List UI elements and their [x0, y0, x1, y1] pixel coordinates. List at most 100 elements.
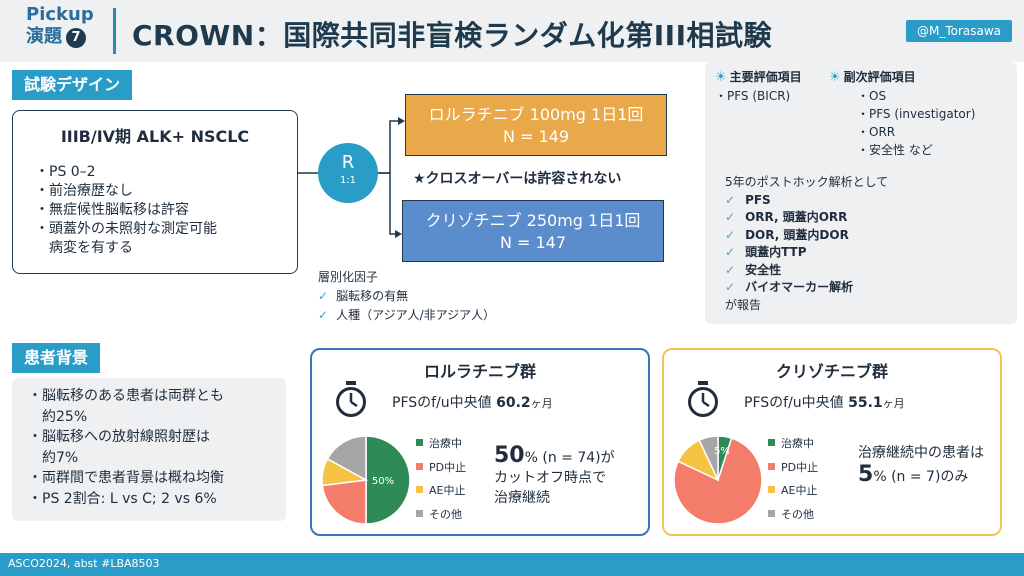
posthoc-item: ✓ DOR, 頭蓋内DOR: [725, 227, 888, 245]
continuation-line3: 治療継続: [494, 490, 550, 506]
legend-swatch: [768, 439, 775, 446]
check-icon: ✓: [725, 210, 736, 224]
check-icon: ✓: [725, 280, 736, 294]
patient-population-title: IIIB/IV期 ALK+ NSCLC: [60, 127, 250, 146]
primary-endpoint-title: 主要評価項目: [729, 70, 802, 84]
pie-data-label: 5%: [714, 446, 730, 457]
lorlatinib-status-pie: 50%: [321, 435, 411, 525]
footer-citation: ASCO2024, abst #LBA8503: [8, 557, 160, 570]
pickup-sub-label: 演題: [26, 26, 62, 47]
lorlatinib-pfs-followup: PFSのf/u中央値 60.2ヶ月: [392, 392, 553, 412]
secondary-endpoint-title: 副次評価項目: [843, 70, 916, 84]
design-section-label: 試験デザイン: [12, 70, 133, 100]
background-item: ・脳転移のある患者は両群とも: [28, 388, 224, 404]
stratification-title: 層別化因子: [318, 270, 379, 284]
lorlatinib-result-title: ロルラチニブ群: [423, 362, 536, 381]
patient-population-box: IIIB/IV期 ALK+ NSCLC ・PS 0–2 ・前治療歴なし ・無症候…: [12, 110, 298, 274]
legend-label: PD中止: [429, 460, 467, 474]
posthoc-item-label: 安全性: [745, 262, 782, 277]
posthoc-item-label: ORR, 頭蓋内ORR: [745, 210, 848, 224]
legend-item: PD中止: [416, 456, 466, 480]
legend-item: その他: [768, 503, 818, 527]
arrow-line: [378, 120, 398, 174]
check-icon: ✓: [725, 262, 736, 277]
continuation-line1: % (n = 74)が: [524, 450, 615, 466]
posthoc-item-label: PFS: [745, 192, 771, 207]
posthoc-intro: 5年のポストホック解析として: [725, 175, 889, 189]
secondary-endpoint-item: ・ORR: [857, 125, 896, 139]
pfs-value: 60.2: [496, 395, 531, 411]
pie-slice-PD中止: [673, 437, 763, 525]
pfs-prefix: PFSのf/u中央値: [392, 395, 497, 411]
background-list: ・脳転移のある患者は両群とも 約25% ・脳転移への放射線照射歴は 約7% ・両…: [12, 378, 286, 509]
criteria-item: 病変を有する: [35, 240, 133, 256]
legend-label: その他: [429, 507, 462, 521]
pfs-value: 55.1: [848, 395, 883, 411]
secondary-endpoint: ☀ 副次評価項目 ・OS ・PFS (investigator) ・ORR ・安全…: [829, 68, 975, 159]
legend-label: その他: [781, 507, 814, 521]
legend-label: 治療中: [781, 437, 814, 450]
stopwatch-icon: [336, 381, 366, 417]
criteria-item: ・頭蓋外の未照射な測定可能: [35, 221, 217, 237]
background-item: ・両群間で患者背景は概ね均衡: [28, 470, 224, 486]
legend-item: AE中止: [768, 479, 818, 503]
posthoc-item-label: 頭蓋内TTP: [745, 245, 807, 259]
continuation-percent: 50: [494, 443, 525, 468]
legend-swatch: [416, 462, 423, 470]
lorlatinib-result-panel: ロルラチニブ群 PFSのf/u中央値 60.2ヶ月 50% 治療中 PD中止 A…: [310, 348, 650, 536]
primary-endpoint: ☀ 主要評価項目 ・PFS (BICR): [715, 68, 802, 105]
legend-swatch: [768, 486, 775, 493]
pickup-label: Pickup: [26, 4, 94, 25]
legend-swatch: [416, 509, 423, 517]
criteria-item: ・前治療歴なし: [35, 183, 133, 199]
pie-slice-その他: [326, 435, 367, 482]
secondary-endpoint-item: ・OS: [857, 89, 887, 103]
pickup-badge: Pickup 演題 7: [26, 4, 106, 48]
posthoc-item: ✓ 頭蓋内TTP: [725, 244, 888, 262]
primary-endpoint-item: ・PFS (BICR): [715, 89, 791, 103]
crizotinib-pfs-followup: PFSのf/u中央値 55.1ヶ月: [744, 392, 905, 412]
patient-background-box: ・脳転移のある患者は両群とも 約25% ・脳転移への放射線照射歴は 約7% ・両…: [12, 378, 286, 521]
continuation-percent: 5: [858, 462, 874, 487]
check-icon: ✓: [725, 227, 736, 242]
check-icon: ✓: [725, 192, 736, 207]
arrow-line: [378, 172, 395, 235]
legend-swatch: [768, 462, 775, 470]
legend-item: 治療中: [768, 432, 818, 456]
background-item: 約25%: [28, 408, 88, 425]
arrow-head: [398, 117, 405, 125]
header-bar: Pickup 演題 7 CROWN：国際共同非盲検ランダム化第III相試験 @M_…: [0, 0, 1024, 62]
crizotinib-arm-box: クリゾチニブ 250mg 1日1回 N = 147: [402, 200, 664, 262]
header-divider: [113, 8, 116, 54]
crizotinib-result-panel: クリゾチニブ群 PFSのf/u中央値 55.1ヶ月 5% 治療中 PD中止 AE…: [662, 348, 1002, 536]
secondary-endpoint-item: ・安全性 など: [857, 143, 933, 157]
endpoints-box: ☀ 主要評価項目 ・PFS (BICR) ☀ 副次評価項目 ・OS ・PFS (in…: [705, 62, 1017, 324]
lorlatinib-continuation-text: 50% (n = 74)が カットオフ時点で 治療継続: [494, 443, 615, 508]
crizotinib-pie-legend: 治療中 PD中止 AE中止 その他: [768, 432, 818, 526]
no-crossover-note: ★クロスオーバーは許容されない: [413, 171, 622, 187]
posthoc-item-label: DOR, 頭蓋内DOR: [745, 227, 849, 242]
legend-label: AE中止: [781, 484, 818, 497]
legend-swatch: [416, 486, 423, 493]
continuation-line2: カットオフ時点で: [494, 470, 606, 486]
author-handle: @M_Torasawa: [906, 20, 1012, 42]
stratification-item-label: 人種（アジア人/非アジア人）: [336, 308, 496, 322]
arrow-head: [395, 230, 402, 238]
background-item: 約7%: [28, 449, 79, 466]
crizotinib-continuation-text: 治療継続中の患者は 5% (n = 7)のみ: [858, 442, 984, 488]
pie-slice-治療中: [365, 435, 411, 525]
background-item: ・脳転移への放射線照射歴は: [28, 429, 210, 445]
legend-label: 治療中: [429, 437, 462, 450]
crizotinib-arm-n: N = 147: [499, 233, 567, 252]
criteria-item: ・PS 0–2: [35, 164, 96, 180]
background-section-label: 患者背景: [12, 343, 101, 373]
posthoc-item: ✓ ORR, 頭蓋内ORR: [725, 209, 888, 227]
lorlatinib-arm-n: N = 149: [502, 127, 570, 146]
legend-swatch: [416, 439, 423, 446]
pfs-unit: ヶ月: [530, 397, 553, 410]
footer-bar: ASCO2024, abst #LBA8503: [0, 553, 1024, 576]
inclusion-criteria-list: ・PS 0–2 ・前治療歴なし ・無症候性脳転移は許容 ・頭蓋外の未照射な測定可…: [35, 163, 297, 258]
background-item: ・PS 2割合: L vs C; 2 vs 6%: [28, 490, 217, 507]
posthoc-item: ✓ 安全性: [725, 262, 888, 280]
